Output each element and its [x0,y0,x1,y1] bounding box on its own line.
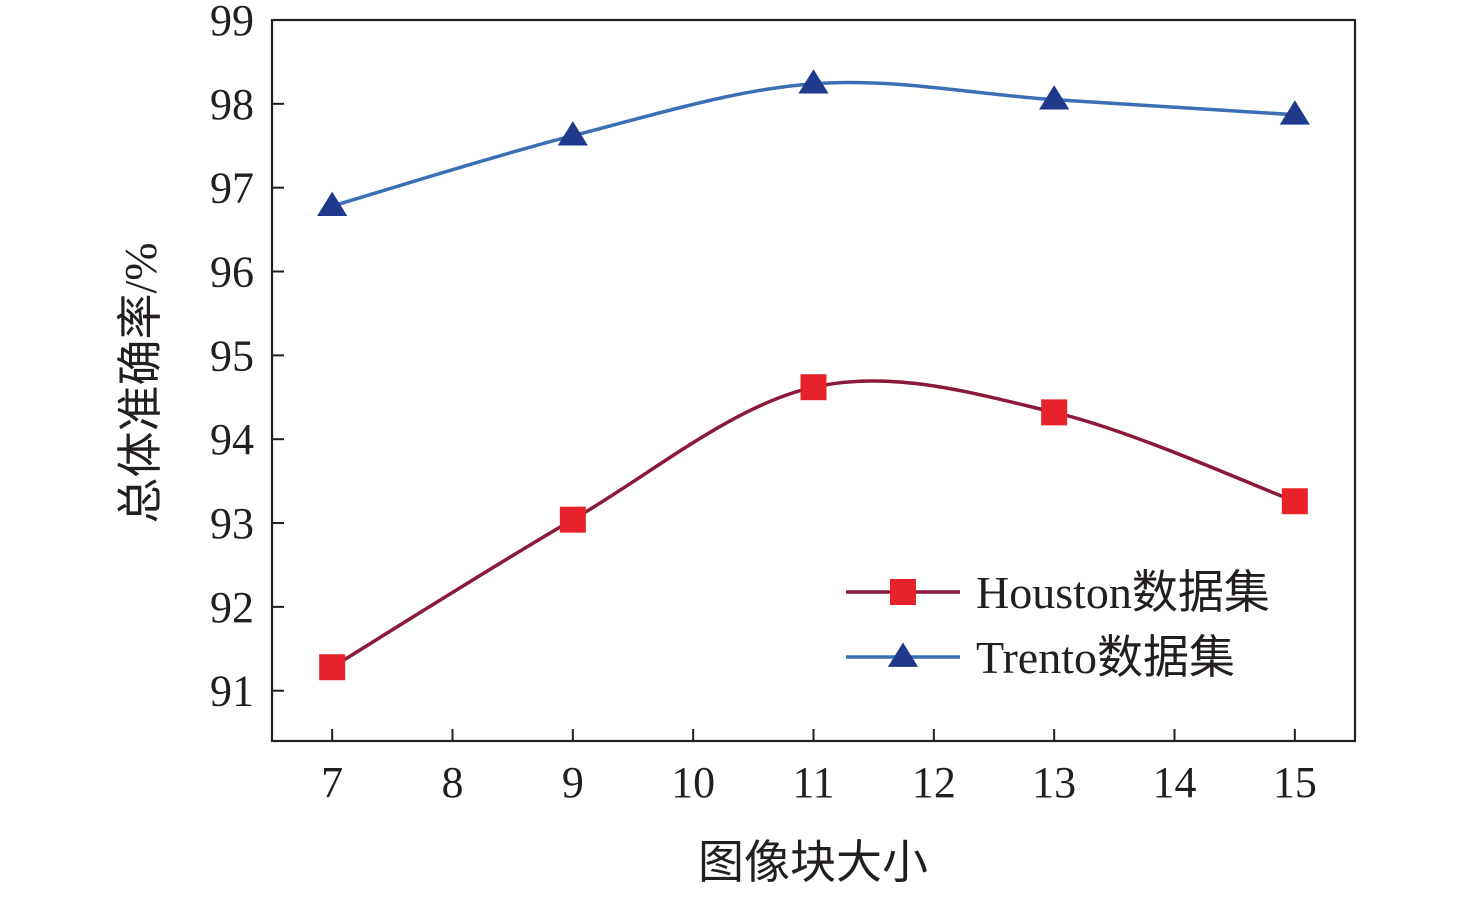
x-tick-label: 14 [1153,758,1197,807]
data-point-houston [1281,488,1308,515]
y-tick-label: 99 [210,0,254,45]
y-tick-label: 95 [210,331,254,380]
data-point-trento [557,121,588,146]
axes: 7 8 9 10 11 12 13 14 15 91 92 93 94 95 96 97 98 99 [210,0,1357,807]
y-axis-title: 总体准确率/% [115,242,166,523]
y-tick-label: 97 [210,164,254,213]
legend-label-trento: Trento数据集 [976,632,1235,683]
data-point-houston [1041,399,1068,426]
x-axis-title: 图像块大小 [698,837,928,888]
x-tick-label: 7 [321,758,343,807]
y-tick-label: 91 [210,667,254,716]
y-tick-label: 94 [210,415,254,464]
series-markers [317,69,1310,681]
legend-marker-houston [890,579,916,605]
data-point-trento [317,191,348,216]
series-line-trento [331,80,1295,208]
data-point-houston [319,654,346,681]
data-point-trento [798,69,829,94]
y-tick-label: 96 [210,248,254,297]
data-point-houston [800,374,827,401]
legend-marker-trento [887,642,919,667]
legend-label-houston: Houston数据集 [976,567,1270,618]
data-point-trento [1279,100,1310,125]
series-line-houston [331,379,1296,669]
y-tick-label: 98 [210,80,254,129]
x-tick-label: 15 [1273,758,1317,807]
legend: Houston数据集 Trento数据集 [846,567,1270,683]
data-point-trento [1039,85,1070,110]
y-tick-label: 93 [210,499,254,548]
x-tick-label: 12 [912,758,956,807]
x-tick-label: 11 [792,758,834,807]
data-point-houston [559,506,586,533]
x-tick-label: 9 [562,758,584,807]
y-tick-label: 92 [210,583,254,632]
x-tick-label: 10 [671,758,715,807]
x-tick-label: 13 [1032,758,1076,807]
x-tick-label: 8 [442,758,464,807]
